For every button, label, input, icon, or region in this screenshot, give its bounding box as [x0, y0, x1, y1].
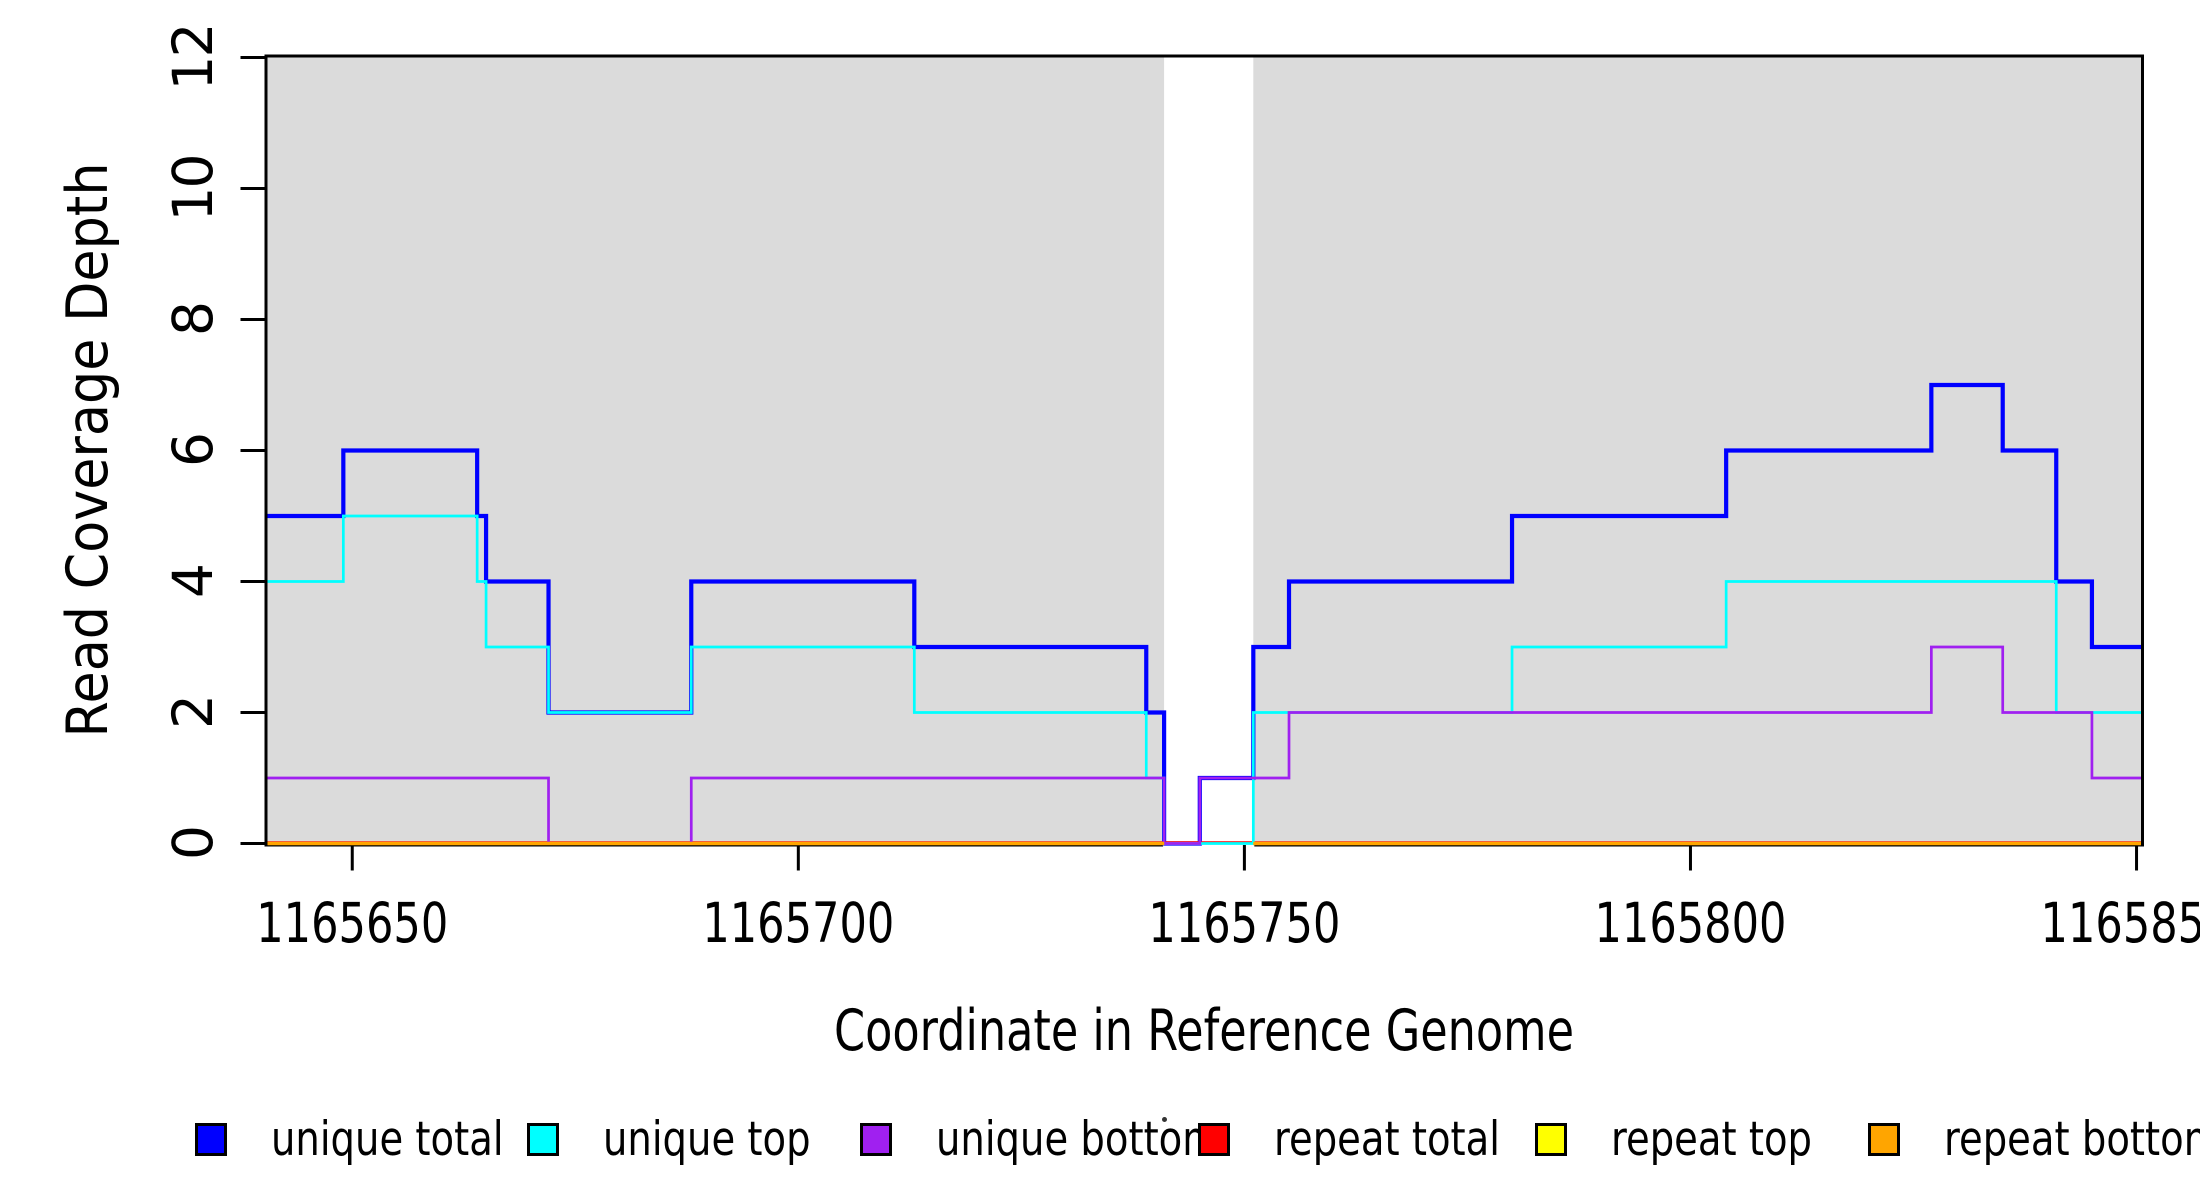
- legend-item-repeat-bottom: repeat bottom: [1868, 1112, 2200, 1167]
- legend-swatch-repeat-bottom: [1868, 1122, 1900, 1156]
- x-tick-label: 1165650: [256, 891, 448, 955]
- shaded-regions: [267, 57, 2141, 844]
- y-tick-label: 6: [161, 434, 225, 467]
- legend-item-unique-bottom: unique bottom: [860, 1112, 1282, 1167]
- legend-label-unique-top: unique top: [603, 1111, 811, 1167]
- y-tick-label: 10: [161, 156, 225, 222]
- legend: unique total unique top unique bottom re…: [0, 0, 2200, 1167]
- x-tick-label: 1165800: [1594, 891, 1786, 955]
- legend-label-unique-bottom: unique bottom: [936, 1111, 1220, 1167]
- legend-item-repeat-top: repeat top: [1535, 1112, 1856, 1167]
- legend-item-unique-total: unique total: [195, 1112, 555, 1167]
- legend-swatch-unique-total: [195, 1122, 227, 1156]
- legend-label-repeat-bottom: repeat bottom: [1944, 1111, 2200, 1167]
- legend-label-unique-total: unique total: [271, 1111, 504, 1167]
- x-axis-title: Coordinate in Reference Genome: [834, 998, 1574, 1064]
- x-tick-label: 1165750: [1148, 891, 1340, 955]
- legend-label-repeat-total: repeat total: [1274, 1111, 1500, 1167]
- y-tick-label: 12: [161, 25, 225, 91]
- y-tick-label: 2: [161, 696, 225, 729]
- legend-label-repeat-top: repeat top: [1611, 1111, 1813, 1167]
- data-series: [267, 382, 2141, 846]
- y-tick-label: 4: [161, 565, 225, 598]
- series-unique-top: [267, 514, 2141, 845]
- legend-swatch-repeat-top: [1535, 1122, 1567, 1156]
- legend-item-unique-top: unique top: [527, 1112, 856, 1167]
- y-tick-label: 8: [161, 303, 225, 336]
- x-tick-label: 1165700: [702, 891, 894, 955]
- legend-swatch-unique-top: [527, 1122, 559, 1156]
- y-axis-title: Read Coverage Depth: [55, 163, 121, 738]
- legend-swatch-repeat-total: [1198, 1122, 1230, 1156]
- legend-item-repeat-total: repeat total: [1198, 1112, 1550, 1167]
- legend-artifact-dot: [1162, 1117, 1167, 1122]
- legend-swatch-unique-bottom: [860, 1122, 892, 1156]
- y-tick-label: 0: [161, 827, 225, 860]
